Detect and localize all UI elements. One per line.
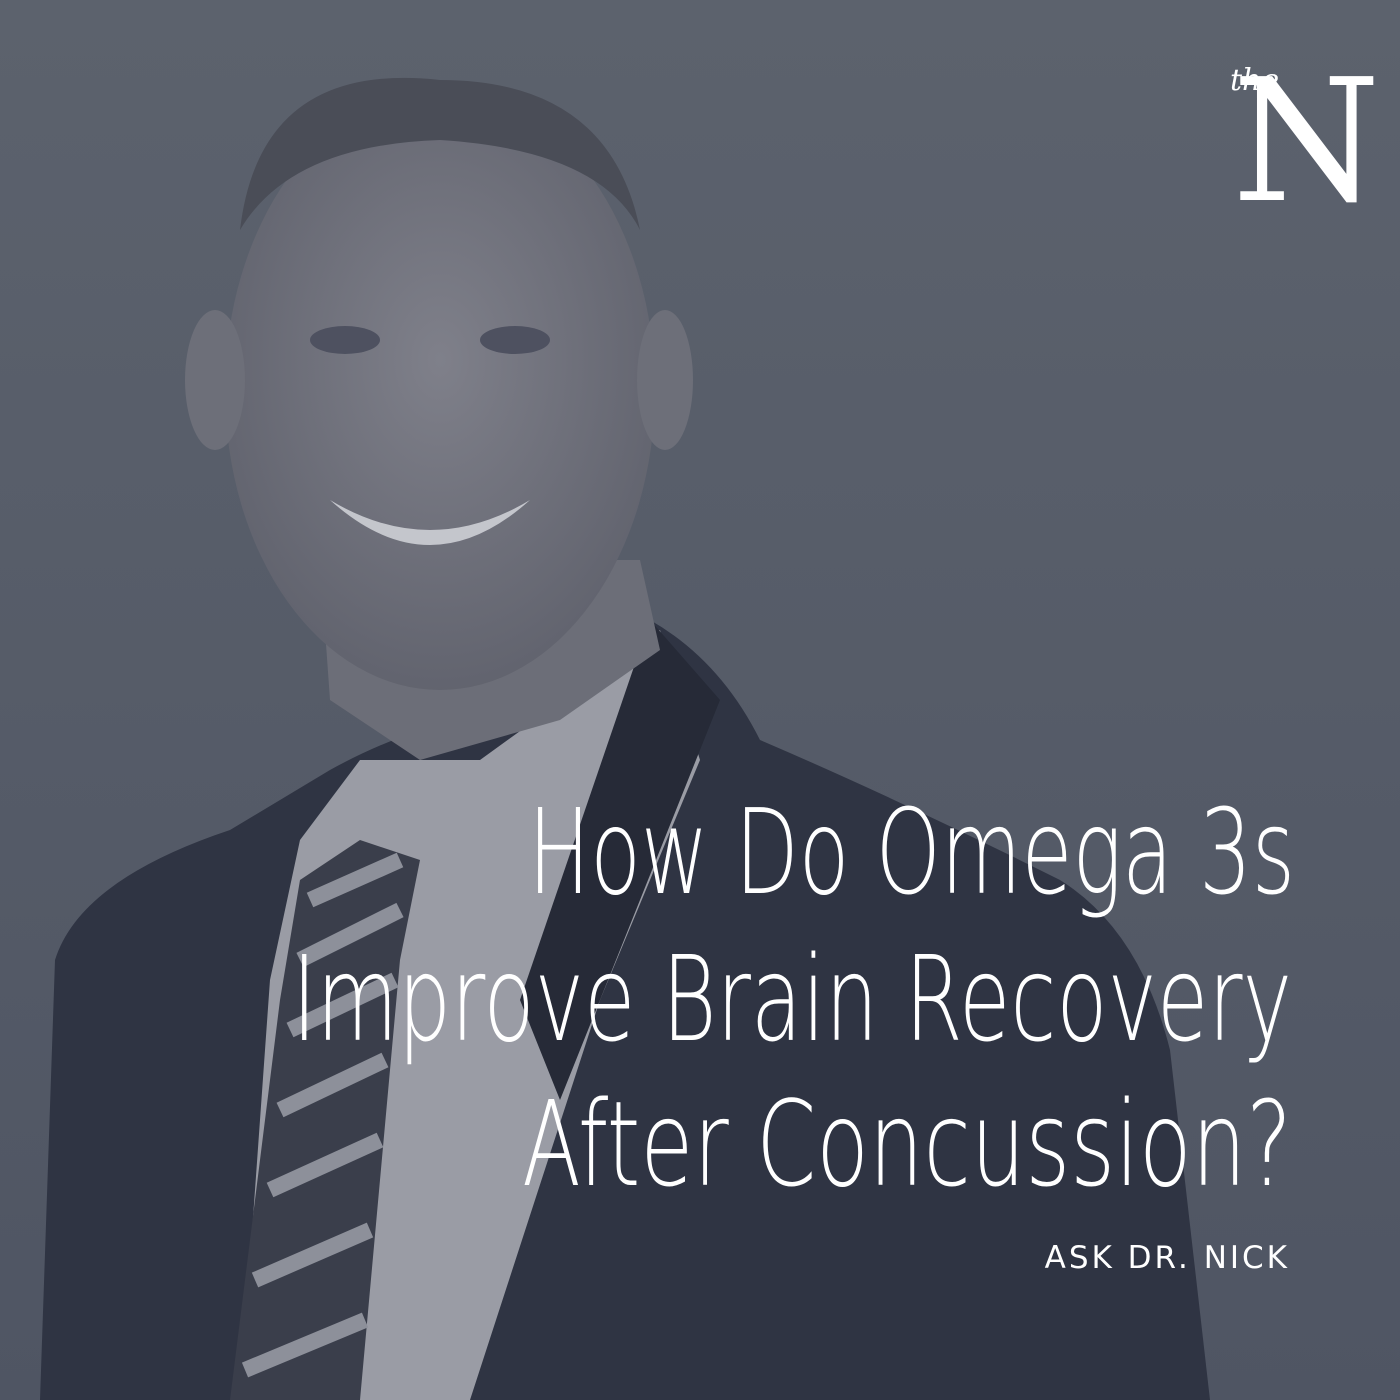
lapel xyxy=(520,620,720,1100)
ear xyxy=(637,310,693,450)
tie-stripes xyxy=(241,852,404,1378)
logo: N the xyxy=(1230,43,1381,241)
eye xyxy=(310,326,380,354)
tie xyxy=(230,840,420,1400)
hair xyxy=(240,77,640,230)
eye xyxy=(480,326,550,354)
title-line: How Do Omega 3s xyxy=(528,783,1295,921)
subtitle: ASK DR. NICK xyxy=(1045,1240,1290,1276)
head xyxy=(225,90,655,690)
portrait xyxy=(40,77,1210,1400)
title-line: After Concussion? xyxy=(522,1075,1292,1213)
logo-word: the xyxy=(1230,63,1279,98)
title-line: Improve Brain Recovery xyxy=(292,930,1292,1068)
headline: How Do Omega 3s Improve Brain Recovery A… xyxy=(292,783,1295,1276)
ear xyxy=(185,310,245,450)
smile xyxy=(330,500,530,545)
logo-letter: N xyxy=(1232,43,1381,241)
